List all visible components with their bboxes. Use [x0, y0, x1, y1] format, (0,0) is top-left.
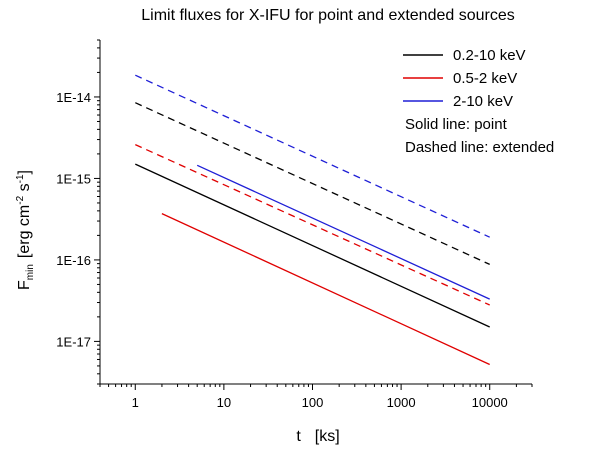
series-line-point-0-2-10-keV — [135, 163, 490, 328]
x-tick-label: 100 — [302, 395, 324, 410]
legend-entry: 0.5-2 keV — [453, 70, 517, 87]
x-tick-label: 10000 — [472, 395, 508, 410]
y-tick-label: 1E-15 — [56, 171, 91, 186]
plot-axes — [99, 40, 532, 385]
chart-title: Limit fluxes for X-IFU for point and ext… — [141, 7, 515, 24]
legend-note: Dashed line: extended — [405, 139, 554, 156]
series-layer — [135, 74, 490, 366]
series-line-point-2-10-keV — [196, 164, 490, 300]
legend-entry: 2-10 keV — [453, 93, 513, 110]
svg-text:Fmin[erg cm-2 s-1]: Fmin[erg cm-2 s-1] — [15, 170, 36, 290]
y-axis-label: Fmin[erg cm-2 s-1] — [15, 170, 36, 290]
legend: 0.2-10 keV 0.5-2 keV 2-10 keV Solid line: p… — [403, 47, 554, 156]
series-line-point-0-5-2-keV — [161, 213, 490, 366]
series-line-extended-0-2-10-keV — [135, 102, 490, 265]
y-tick-label: 1E-17 — [56, 334, 91, 349]
series-line-extended-2-10-keV — [135, 74, 490, 238]
x-tick-label: 10 — [217, 395, 231, 410]
series-line-extended-0-5-2-keV — [135, 144, 490, 306]
y-tick-label: 1E-16 — [56, 253, 91, 268]
x-tick-label: 1 — [132, 395, 139, 410]
legend-entry: 0.2-10 keV — [453, 47, 526, 64]
x-axis-label: t [ks] — [296, 428, 339, 445]
tick-layer: 1 10 100 1000 10000 1E-14 1E-15 1E-16 1E-17 — [56, 39, 533, 410]
y-tick-label: 1E-14 — [56, 90, 91, 105]
x-tick-label: 1000 — [387, 395, 416, 410]
legend-note: Solid line: point — [405, 116, 508, 133]
